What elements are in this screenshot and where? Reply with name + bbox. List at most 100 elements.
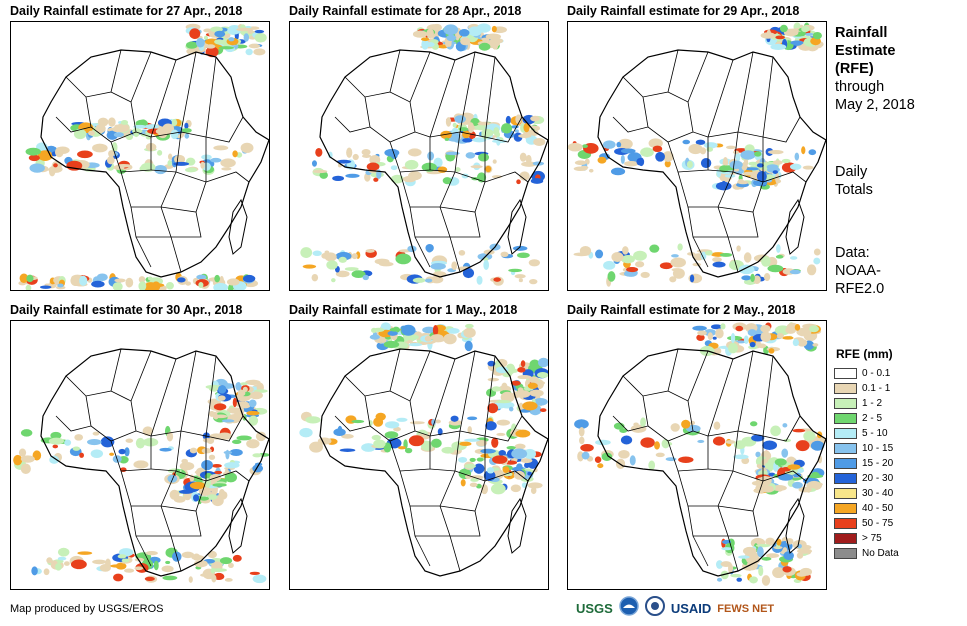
rainfall-patch bbox=[500, 391, 515, 403]
rainfall-patch bbox=[706, 147, 714, 152]
country-border bbox=[728, 510, 759, 537]
rainfall-patch bbox=[574, 160, 587, 166]
rainfall-patch bbox=[493, 127, 500, 136]
rainfall-patch bbox=[431, 23, 442, 32]
panel-title-5: Daily Rainfall estimate for 1 May., 2018 bbox=[289, 303, 518, 317]
rainfall-patch bbox=[189, 481, 206, 490]
rainfall-patch bbox=[640, 417, 646, 428]
country-border bbox=[135, 535, 152, 567]
rainfall-patch bbox=[73, 128, 87, 140]
rainfall-patch bbox=[253, 48, 266, 56]
rainfall-patch bbox=[432, 325, 439, 336]
rainfall-patch bbox=[725, 145, 736, 150]
rainfall-patch bbox=[431, 418, 436, 426]
rainfall-patch bbox=[395, 253, 412, 265]
rainfall-patch bbox=[520, 458, 533, 464]
rainfall-patch bbox=[242, 274, 256, 283]
rainfall-patch bbox=[173, 495, 186, 503]
rainfall-patch bbox=[581, 451, 590, 460]
rainfall-patch bbox=[373, 439, 386, 449]
rainfall-patch bbox=[25, 147, 41, 156]
rainfall-patch bbox=[384, 431, 399, 439]
country-border bbox=[667, 137, 709, 173]
rainfall-patch bbox=[181, 551, 195, 559]
country-border bbox=[414, 236, 431, 268]
rainfall-patch bbox=[797, 338, 808, 347]
rainfall-patch bbox=[92, 143, 108, 153]
sidebar-heading: Rainfall Estimate (RFE) through May 2, 2… bbox=[835, 24, 915, 114]
legend-label: 40 - 50 bbox=[862, 503, 894, 514]
rainfall-patch bbox=[774, 458, 787, 466]
rainfall-patch bbox=[755, 451, 761, 458]
legend-item: 40 - 50 bbox=[834, 501, 899, 516]
panel-title-3: Daily Rainfall estimate for 29 Apr., 201… bbox=[567, 4, 800, 18]
madagascar-outline bbox=[785, 497, 805, 554]
country-border bbox=[677, 470, 734, 507]
rainfall-patch bbox=[162, 123, 175, 134]
rainfall-patch bbox=[797, 548, 813, 554]
rainfall-patch bbox=[776, 538, 782, 546]
rainfall-patch bbox=[240, 382, 248, 386]
rainfall-patch bbox=[108, 117, 116, 127]
country-border bbox=[667, 51, 709, 103]
rainfall-patch bbox=[444, 137, 450, 141]
rainfall-patch bbox=[48, 437, 64, 445]
rainfall-patch bbox=[754, 151, 762, 157]
rainfall-patch bbox=[483, 257, 489, 262]
rainfall-patch bbox=[616, 141, 622, 148]
rainfall-patch bbox=[568, 142, 583, 152]
rainfall-patch bbox=[110, 564, 123, 568]
rainfall-patch bbox=[189, 447, 198, 454]
country-border bbox=[484, 171, 529, 183]
rainfall-patch bbox=[500, 251, 509, 258]
country-border bbox=[130, 358, 177, 437]
coastline bbox=[40, 348, 269, 577]
rainfall-patch bbox=[207, 550, 217, 559]
rainfall-patch bbox=[369, 334, 380, 340]
rainfall-patch bbox=[113, 164, 125, 171]
country-border bbox=[484, 415, 523, 442]
panel-title-1: Daily Rainfall estimate for 27 Apr., 201… bbox=[10, 4, 243, 18]
rainfall-patch bbox=[364, 172, 371, 182]
country-border bbox=[389, 137, 431, 173]
rainfall-patch bbox=[573, 252, 590, 257]
country-border bbox=[110, 436, 152, 472]
rainfall-patch bbox=[454, 167, 461, 173]
rainfall-patch bbox=[527, 482, 543, 489]
rainfall-patch bbox=[763, 273, 771, 282]
rainfall-patch bbox=[205, 384, 221, 390]
legend-label: 50 - 75 bbox=[862, 518, 894, 529]
rainfall-patch bbox=[696, 334, 705, 341]
legend-label: 1 - 2 bbox=[862, 398, 883, 409]
rainfall-patch bbox=[29, 163, 45, 173]
rainfall-patch bbox=[74, 434, 84, 441]
rainfall-patch bbox=[468, 131, 476, 140]
country-border bbox=[205, 415, 244, 442]
rainfall-patch bbox=[517, 375, 532, 379]
rainfall-patch bbox=[201, 459, 213, 471]
rainfall-patch bbox=[712, 336, 717, 340]
rainfall-patch bbox=[705, 250, 713, 256]
rainfall-patch bbox=[218, 46, 235, 50]
panel-title-6: Daily Rainfall estimate for 2 May., 2018 bbox=[567, 303, 796, 317]
rainfall-patch bbox=[108, 150, 115, 158]
rainfall-patch bbox=[677, 243, 683, 251]
rainfall-patch bbox=[518, 278, 523, 283]
rainfall-patch bbox=[692, 325, 707, 331]
map-panel-2 bbox=[289, 21, 549, 291]
rainfall-patch bbox=[424, 335, 432, 342]
rainfall-patch bbox=[715, 328, 724, 339]
rainfall-patch bbox=[252, 453, 262, 458]
rainfall-patch bbox=[772, 170, 778, 174]
rainfall-patch bbox=[686, 160, 693, 169]
rainfall-patch bbox=[331, 278, 336, 283]
rainfall-patch bbox=[162, 575, 178, 581]
rainfall-patch bbox=[224, 469, 229, 475]
rainfall-patch bbox=[161, 565, 174, 573]
rainfall-patch bbox=[485, 421, 497, 431]
country-border bbox=[449, 535, 461, 572]
rainfall-patch bbox=[95, 124, 106, 134]
through-date: May 2, 2018 bbox=[835, 97, 915, 113]
rainfall-patch bbox=[407, 148, 422, 157]
rainfall-patch bbox=[716, 560, 723, 569]
